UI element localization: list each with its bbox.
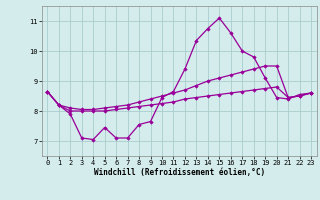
X-axis label: Windchill (Refroidissement éolien,°C): Windchill (Refroidissement éolien,°C)	[94, 168, 265, 177]
